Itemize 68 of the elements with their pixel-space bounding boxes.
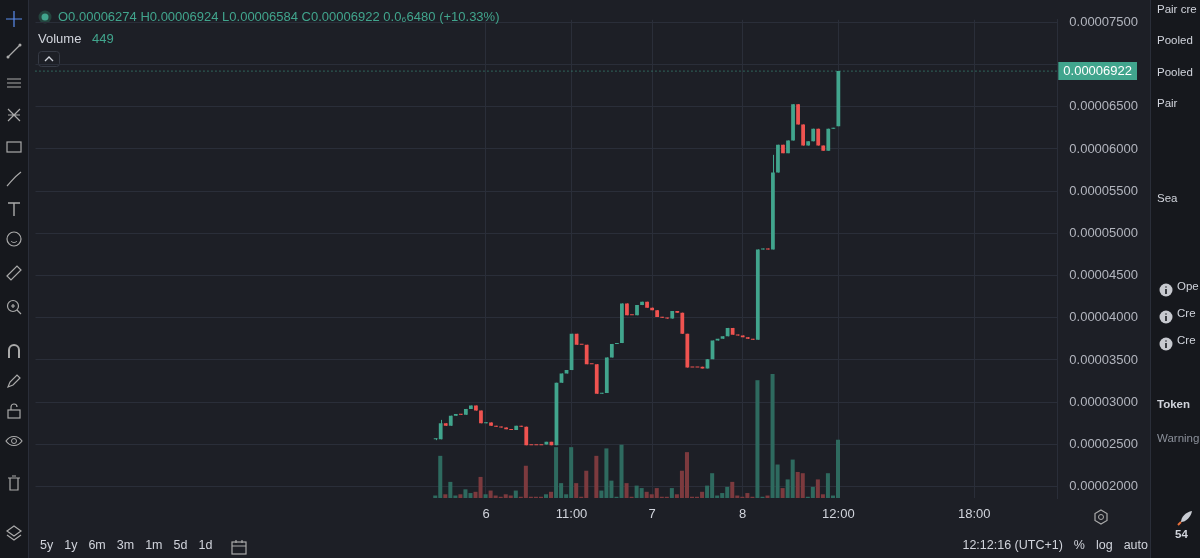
y-tick-label: 0.00007500 (1069, 13, 1139, 29)
y-tick-label: 0.00002500 (1069, 435, 1139, 451)
bar (574, 483, 579, 499)
text: 6m (88, 538, 106, 552)
text: Cre (1177, 307, 1196, 319)
text: 1y (64, 538, 78, 552)
text: 1d (198, 538, 213, 552)
text: Token (1157, 398, 1191, 410)
text: 12:12:16 (UTC+1) (962, 538, 1063, 552)
y-tick-label: 0.00004000 (1069, 309, 1139, 325)
bar (826, 473, 831, 499)
x-tick-label: 7 (648, 505, 656, 521)
text: Pair cre (1157, 3, 1197, 15)
candlestick (801, 123, 806, 147)
x-tick-label: 6 (482, 505, 490, 521)
bar (625, 483, 630, 499)
bar (458, 494, 463, 499)
text: Ope (1177, 280, 1199, 292)
x-tick-label: 12:00 (822, 505, 855, 521)
text: 1m (145, 538, 163, 552)
x-tick-label: 18:00 (957, 505, 991, 521)
y-tick-label: 0.00006000 (1069, 140, 1139, 156)
bar (448, 482, 453, 499)
bar (549, 492, 554, 499)
bar (619, 445, 624, 499)
y-tick-label: 0.00003000 (1069, 393, 1139, 409)
text: log (1095, 538, 1113, 552)
text: 54 (1175, 528, 1188, 540)
bar (796, 472, 801, 499)
bar (645, 492, 650, 499)
chart-subtitle: 449 (92, 31, 114, 46)
y-tick-label: 0.00005000 (1069, 224, 1139, 240)
y-tick-label: 0.00005500 (1069, 182, 1139, 198)
bar (670, 488, 675, 499)
chart-title: Volume (38, 31, 82, 46)
y-tick-label: 0.00003500 (1069, 351, 1139, 367)
text: 3m (116, 538, 135, 552)
bar (443, 494, 448, 499)
text: Pair (1157, 97, 1178, 109)
bar (554, 447, 559, 499)
text: Pooled (1157, 34, 1193, 46)
text: Warning (1157, 432, 1200, 444)
text: % (1073, 538, 1085, 552)
bar (816, 479, 821, 499)
bar (781, 488, 786, 499)
text: 5d (173, 538, 188, 552)
text: Pooled (1157, 66, 1193, 78)
x-tick-label: 8 (739, 505, 747, 521)
text: Cre (1177, 334, 1196, 346)
bar (730, 482, 735, 499)
text: 5y (40, 538, 54, 552)
bar (484, 494, 489, 499)
bar (771, 374, 776, 499)
bar (463, 489, 468, 499)
text: Sea (1157, 192, 1178, 204)
bar (594, 456, 599, 499)
bar (635, 485, 640, 499)
ref-line-label: 0.00006922 (1063, 62, 1133, 78)
bar (514, 490, 519, 499)
bar (755, 380, 760, 499)
y-tick-label: 0.00006500 (1069, 98, 1139, 114)
y-tick-label: 0.00002000 (1069, 478, 1139, 494)
bar (489, 490, 494, 499)
y-tick-label: 0.00004500 (1069, 267, 1139, 283)
bar (544, 494, 549, 499)
text: auto (1123, 538, 1148, 552)
chart-subtitle: O0.00006274 H0.00006924 L0.00006584 C0.00006922 0.0₆6480 (+10.33%) (58, 9, 500, 24)
x-tick-label: 11:00 (555, 505, 588, 521)
